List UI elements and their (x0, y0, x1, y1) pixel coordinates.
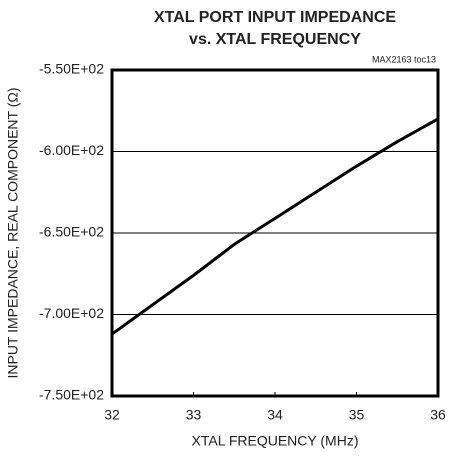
y-tick-label: -6.50E+02 (39, 224, 104, 240)
annotation: MAX2163 toc13 (372, 54, 436, 64)
y-tick-label: -7.50E+02 (39, 387, 104, 403)
y-tick-label: -6.00E+02 (39, 142, 104, 158)
plot-frame (110, 68, 440, 398)
y-tick-label: -5.50E+02 (39, 61, 104, 77)
x-tick-label: 35 (349, 407, 365, 423)
x-axis-label: XTAL FREQUENCY (MHz) (192, 433, 359, 449)
chart-title: vs. XTAL FREQUENCY (189, 31, 361, 48)
data-line (111, 117, 439, 336)
chart-title: XTAL PORT INPUT IMPEDANCE (154, 9, 396, 26)
y-tick-label: -7.00E+02 (39, 305, 104, 321)
y-axis-label: INPUT IMPEDANCE, REAL COMPONENT (Ω) (5, 87, 21, 378)
x-tick-label: 34 (267, 407, 283, 423)
x-tick-label: 36 (430, 407, 446, 423)
x-tick-label: 32 (104, 407, 120, 423)
x-tick-label: 33 (186, 407, 202, 423)
